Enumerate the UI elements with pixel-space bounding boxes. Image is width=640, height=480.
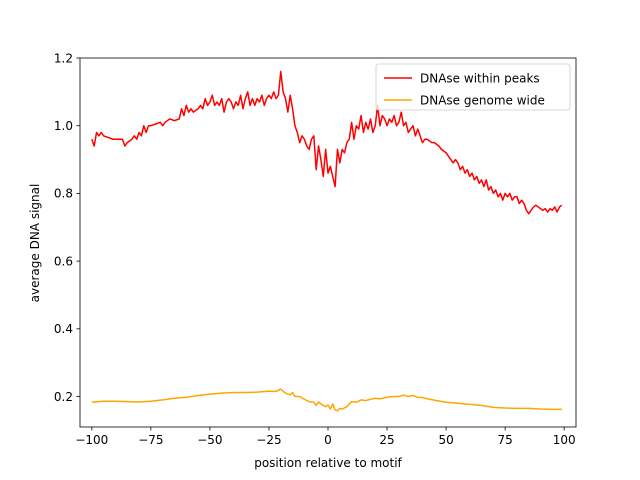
y-axis-label: average DNA signal <box>28 184 42 303</box>
x-tick-label: −100 <box>75 433 108 447</box>
x-tick-label: 75 <box>498 433 513 447</box>
x-tick-label: 25 <box>379 433 394 447</box>
y-tick-label: 0.6 <box>54 254 73 268</box>
y-tick-label: 1.2 <box>54 51 73 65</box>
legend: DNAse within peaks DNAse genome wide <box>375 63 571 111</box>
x-tick-label: 50 <box>438 433 453 447</box>
x-tick-label: −50 <box>197 433 222 447</box>
x-tick-label: −25 <box>256 433 281 447</box>
series-line-genome-wide <box>91 388 562 412</box>
x-tick-label: −75 <box>138 433 163 447</box>
x-tick-label: 100 <box>553 433 576 447</box>
y-tick-label: 0.2 <box>54 390 73 404</box>
x-tick-label: 0 <box>324 433 332 447</box>
legend-label: DNAse genome wide <box>420 93 545 107</box>
plot-layer <box>91 70 563 412</box>
y-tick-label: 1.0 <box>54 119 73 133</box>
x-axis-label: position relative to motif <box>254 456 402 470</box>
y-tick-label: 0.4 <box>54 322 73 336</box>
axes-layer: −100 −75 −50 −25 0 25 50 75 100 0.2 0.4 0.6 0.8 1.0 1.… <box>54 51 577 447</box>
legend-label: DNAse within peaks <box>420 71 540 85</box>
series-line-within-peaks <box>91 70 563 215</box>
y-tick-label: 0.8 <box>54 187 73 201</box>
legend-box <box>375 63 571 111</box>
